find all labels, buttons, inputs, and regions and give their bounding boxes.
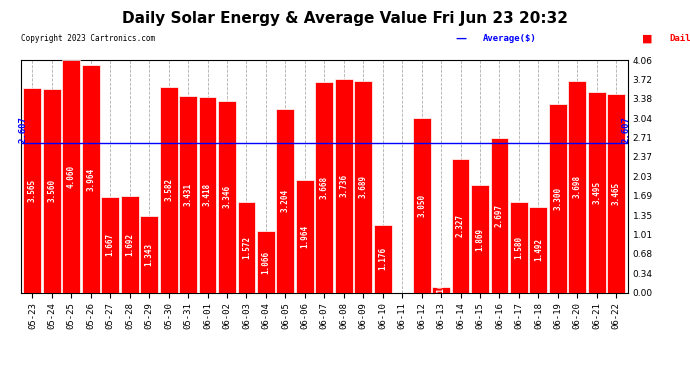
- Bar: [101, 197, 119, 292]
- Bar: [491, 138, 509, 292]
- Bar: [237, 202, 255, 292]
- Bar: [432, 286, 450, 292]
- Text: 2.607: 2.607: [18, 116, 27, 143]
- Text: 3.736: 3.736: [339, 174, 348, 197]
- Text: 3.465: 3.465: [612, 182, 621, 205]
- Text: Average($): Average($): [483, 34, 537, 43]
- Text: Daily Solar Energy & Average Value Fri Jun 23 20:32: Daily Solar Energy & Average Value Fri J…: [122, 11, 568, 26]
- Text: 3.495: 3.495: [592, 181, 601, 204]
- Text: 3.668: 3.668: [319, 176, 329, 199]
- Text: 1.492: 1.492: [534, 238, 543, 261]
- Text: 1.066: 1.066: [262, 251, 270, 273]
- Text: 3.964: 3.964: [86, 167, 95, 190]
- Text: 1.176: 1.176: [378, 247, 387, 270]
- Bar: [23, 88, 41, 292]
- Bar: [315, 82, 333, 292]
- Text: ■: ■: [642, 34, 652, 44]
- Bar: [510, 202, 528, 292]
- Text: 3.418: 3.418: [203, 183, 212, 206]
- Bar: [140, 216, 158, 292]
- Bar: [354, 81, 372, 292]
- Text: Daily($): Daily($): [669, 34, 690, 43]
- Bar: [471, 186, 489, 292]
- Bar: [413, 118, 431, 292]
- Text: 3.431: 3.431: [184, 183, 193, 206]
- Bar: [451, 159, 469, 292]
- Text: 1.343: 1.343: [145, 243, 154, 266]
- Text: 3.565: 3.565: [28, 179, 37, 202]
- Bar: [159, 87, 177, 292]
- Bar: [607, 94, 625, 292]
- Bar: [121, 196, 139, 292]
- Text: 1.869: 1.869: [475, 227, 484, 251]
- Bar: [549, 104, 566, 292]
- Text: 3.582: 3.582: [164, 178, 173, 201]
- Bar: [82, 66, 100, 292]
- Text: 1.667: 1.667: [106, 233, 115, 256]
- Text: 3.204: 3.204: [281, 189, 290, 212]
- Text: 4.060: 4.060: [67, 165, 76, 188]
- Text: 0.103: 0.103: [437, 278, 446, 301]
- Text: 1.692: 1.692: [125, 232, 134, 256]
- Bar: [257, 231, 275, 292]
- Text: —: —: [455, 34, 466, 44]
- Text: 1.580: 1.580: [515, 236, 524, 259]
- Text: 3.560: 3.560: [48, 179, 57, 202]
- Text: Copyright 2023 Cartronics.com: Copyright 2023 Cartronics.com: [21, 34, 155, 43]
- Text: 3.050: 3.050: [417, 194, 426, 217]
- Bar: [588, 92, 606, 292]
- Bar: [218, 101, 236, 292]
- Text: 2.697: 2.697: [495, 204, 504, 227]
- Bar: [335, 78, 353, 292]
- Bar: [199, 97, 217, 292]
- Bar: [529, 207, 547, 292]
- Text: 2.607: 2.607: [622, 116, 631, 143]
- Text: 3.300: 3.300: [553, 186, 562, 210]
- Bar: [296, 180, 314, 292]
- Bar: [569, 81, 586, 292]
- Bar: [43, 88, 61, 292]
- Text: 3.698: 3.698: [573, 175, 582, 198]
- Bar: [277, 109, 295, 292]
- Text: 3.689: 3.689: [359, 175, 368, 198]
- Text: 3.346: 3.346: [222, 185, 231, 208]
- Bar: [179, 96, 197, 292]
- Bar: [374, 225, 392, 292]
- Text: 2.327: 2.327: [456, 214, 465, 237]
- Text: 1.572: 1.572: [242, 236, 251, 259]
- Text: 1.964: 1.964: [300, 225, 309, 248]
- Bar: [62, 60, 80, 292]
